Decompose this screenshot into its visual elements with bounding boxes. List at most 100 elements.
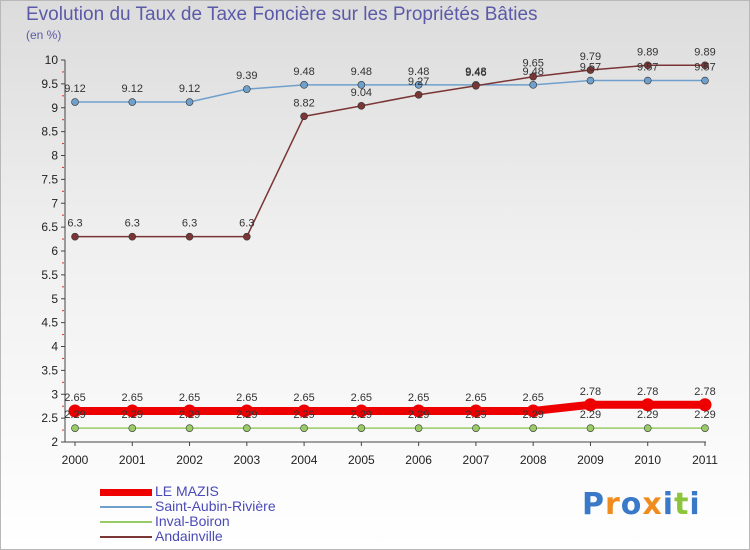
data-point	[529, 424, 537, 432]
series-inval-boiron	[71, 424, 709, 432]
x-tick-label: 2009	[577, 453, 604, 467]
data-label: 2.29	[64, 409, 85, 421]
data-point	[414, 424, 423, 432]
data-label: 9.57	[580, 62, 601, 74]
data-point	[71, 98, 79, 106]
data-point	[526, 404, 540, 418]
y-minor-tick	[62, 334, 64, 336]
series-line	[75, 400, 705, 415]
series-le-mazis	[68, 398, 712, 418]
data-label: 2.65	[64, 392, 85, 404]
data-label: 9.27	[408, 76, 429, 88]
data-label: 2.29	[637, 409, 658, 421]
data-point	[357, 424, 366, 432]
data-point	[71, 232, 79, 241]
y-minor-tick	[62, 95, 64, 97]
x-tick-label: 2008	[520, 453, 547, 467]
data-point	[128, 424, 137, 432]
data-point	[414, 81, 423, 89]
y-tick-label: 8.5	[41, 125, 58, 139]
data-label: 9.12	[122, 83, 143, 95]
data-point	[300, 424, 308, 432]
y-minor-tick	[62, 286, 64, 288]
y-tick-label: 4.5	[41, 316, 58, 330]
data-point	[641, 398, 655, 412]
y-tick-label: 6	[51, 244, 58, 258]
data-point	[300, 112, 308, 121]
data-point	[414, 91, 423, 99]
chart-title: Evolution du Taux de Taxe Foncière sur l…	[26, 4, 538, 25]
x-tick-label: 2010	[634, 453, 661, 467]
series-andainville	[71, 61, 709, 241]
data-point	[357, 81, 366, 89]
x-tick-label: 2007	[463, 453, 490, 467]
data-point	[125, 404, 139, 418]
logo-letter: P	[582, 487, 605, 522]
legend-swatch	[100, 488, 152, 496]
logo-letter: r	[605, 487, 621, 522]
data-label: 2.29	[236, 409, 257, 421]
data-point	[354, 404, 368, 418]
data-label: 2.65	[408, 392, 429, 404]
x-tick-label: 2001	[119, 453, 146, 467]
data-point	[243, 424, 251, 432]
data-label: 9.48	[465, 66, 486, 78]
data-label: 2.78	[580, 386, 601, 398]
data-label: 9.89	[637, 46, 658, 58]
data-label: 2.78	[694, 386, 715, 398]
y-minor-tick	[62, 190, 64, 192]
data-label: 2.29	[408, 409, 429, 421]
data-point	[68, 404, 82, 418]
data-label: 2.65	[122, 392, 143, 404]
y-minor-tick	[62, 119, 64, 121]
y-minor-tick	[62, 310, 64, 312]
logo-letter: i	[662, 487, 675, 522]
series-saint-aubin-rivi-re	[71, 76, 709, 106]
data-point	[469, 404, 483, 418]
y-tick-label: 10	[45, 53, 59, 67]
data-label: 9.79	[580, 51, 601, 63]
legend-swatch	[100, 506, 152, 508]
data-label: 9.46	[465, 67, 486, 79]
y-tick-label: 5.5	[41, 268, 58, 282]
data-label: 9.48	[408, 66, 429, 78]
y-tick-label: 5	[51, 292, 58, 306]
y-tick-label: 2	[51, 435, 58, 449]
data-point	[643, 61, 652, 70]
data-point	[185, 232, 194, 241]
data-point	[701, 424, 709, 432]
data-point	[243, 232, 251, 241]
legend-label: Saint-Aubin-Rivière	[155, 498, 276, 514]
data-label: 9.12	[64, 83, 85, 95]
data-point	[412, 404, 426, 418]
data-label: 2.29	[522, 409, 543, 421]
chart-subtitle: (en %)	[26, 28, 62, 42]
data-point	[300, 81, 308, 89]
data-label: 2.78	[637, 386, 658, 398]
legend-swatch	[100, 536, 152, 538]
y-minor-tick	[62, 262, 64, 264]
data-label: 6.3	[125, 218, 140, 230]
data-point	[240, 404, 254, 418]
logo-letter: t	[674, 487, 690, 522]
y-tick-label: 7.5	[41, 172, 58, 186]
data-label: 8.82	[293, 97, 314, 109]
series-line	[75, 64, 705, 238]
data-label: 2.65	[522, 392, 543, 404]
data-label: 6.3	[182, 218, 197, 230]
data-label: 2.65	[179, 392, 200, 404]
data-point	[357, 102, 366, 110]
data-point	[183, 404, 197, 418]
y-minor-tick	[62, 214, 64, 216]
data-label: 2.65	[293, 392, 314, 404]
data-label: 6.3	[239, 218, 254, 230]
y-minor-tick	[62, 381, 64, 383]
data-point	[243, 85, 251, 93]
y-tick-label: 3	[51, 387, 58, 401]
data-point	[529, 72, 537, 81]
data-point	[586, 76, 595, 85]
data-point	[583, 398, 597, 412]
data-label: 9.48	[522, 66, 543, 78]
